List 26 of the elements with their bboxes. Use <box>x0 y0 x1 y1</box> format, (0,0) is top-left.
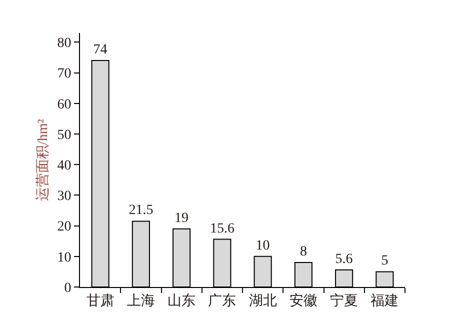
x-tick-label: 上海 <box>126 292 155 309</box>
data-label: 19 <box>174 210 189 226</box>
data-label: 10 <box>256 238 270 254</box>
x-tick-label: 福建 <box>370 292 399 309</box>
y-tick-label: 40 <box>57 158 72 174</box>
y-tick-label: 80 <box>57 36 72 52</box>
y-tick-label: 70 <box>57 66 72 82</box>
data-label: 5 <box>381 254 388 269</box>
data-label: 74 <box>93 42 108 58</box>
y-tick-label: 10 <box>57 250 72 266</box>
y-tick-label: 0 <box>64 280 72 296</box>
x-tick-label: 湖北 <box>248 292 277 309</box>
y-tick-label: 30 <box>57 189 72 204</box>
x-tick-label: 安徽 <box>289 292 318 309</box>
y-tick-label: 20 <box>57 220 72 235</box>
x-tick-label: 广东 <box>208 292 236 309</box>
data-label: 5.6 <box>335 252 353 267</box>
y-axis-title: 运营面积/hm² <box>34 119 51 201</box>
y-tick-label: 60 <box>57 97 72 112</box>
data-label: 21.5 <box>128 203 154 218</box>
y-tick-label: 50 <box>57 128 72 143</box>
x-tick-label: 甘肃 <box>86 292 114 309</box>
x-tick-label: 宁夏 <box>330 292 358 309</box>
data-label: 15.6 <box>210 221 234 236</box>
x-tick-label: 山东 <box>168 292 196 309</box>
data-label: 8 <box>300 244 307 260</box>
